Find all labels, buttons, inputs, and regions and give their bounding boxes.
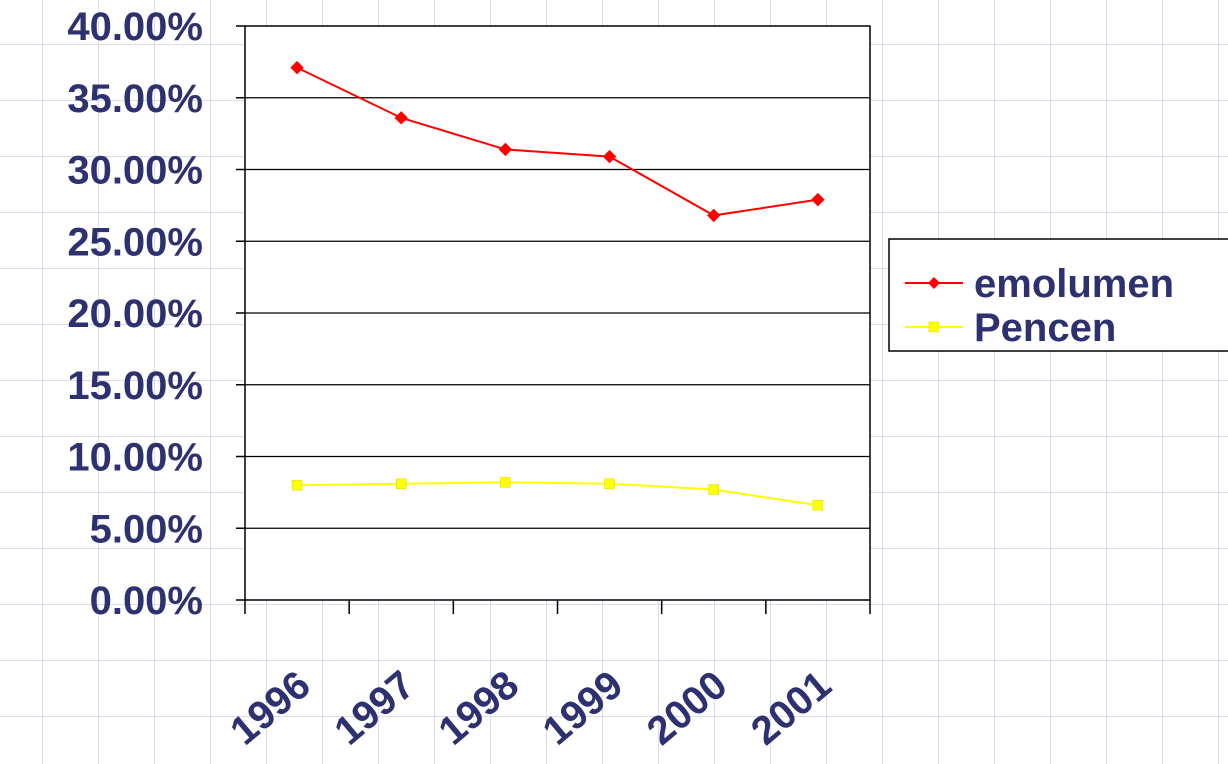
y-tick-label: 5.00% — [90, 507, 203, 551]
y-tick-label: 40.00% — [67, 5, 203, 49]
y-tick-label: 15.00% — [67, 364, 203, 408]
y-tick-label: 25.00% — [67, 220, 203, 264]
legend-box — [888, 238, 1228, 352]
legend-entry-pencen: Pencen — [905, 306, 1116, 350]
y-tick-label: 20.00% — [67, 292, 203, 336]
legend-marker — [928, 277, 940, 289]
series-layer — [290, 60, 825, 511]
data-point — [396, 478, 407, 490]
data-point — [500, 477, 511, 488]
y-tick-label: 35.00% — [67, 77, 203, 121]
data-point — [602, 149, 617, 164]
x-tick-label: 1999 — [535, 663, 631, 754]
x-tick-label: 2000 — [639, 663, 735, 754]
data-point — [604, 478, 615, 490]
data-point — [811, 192, 825, 207]
x-tick-label: 1997 — [326, 663, 422, 754]
x-tick-label: 1996 — [222, 663, 318, 754]
data-point — [498, 142, 513, 157]
legend-marker — [928, 321, 940, 333]
data-point — [812, 500, 824, 511]
x-axis-tick-labels: 1996 1997 1998 1999 2000 2001 — [222, 663, 839, 754]
legend-entry-emolumen: emolumen — [905, 262, 1174, 306]
y-tick-label: 30.00% — [67, 149, 203, 193]
series-line — [296, 66, 819, 217]
data-point — [707, 208, 721, 223]
data-point — [394, 111, 408, 125]
x-tick-label: 2001 — [743, 663, 839, 754]
series-emolumen — [290, 60, 825, 223]
data-point — [290, 60, 304, 75]
x-tick-label: 1998 — [431, 663, 527, 754]
plot-area — [236, 25, 871, 614]
legend-label: emolumen — [974, 262, 1174, 306]
y-tick-label: 0.00% — [90, 579, 203, 623]
series-line — [297, 481, 819, 507]
y-tick-label: 10.00% — [67, 436, 203, 480]
series-pencen — [291, 477, 824, 511]
data-point — [708, 484, 719, 495]
data-point — [291, 479, 303, 491]
y-axis-tick-labels: 0.00% 5.00% 10.00% 15.00% 20.00% 25.00% 30.00%… — [67, 5, 203, 623]
legend-label: Pencen — [974, 306, 1116, 350]
